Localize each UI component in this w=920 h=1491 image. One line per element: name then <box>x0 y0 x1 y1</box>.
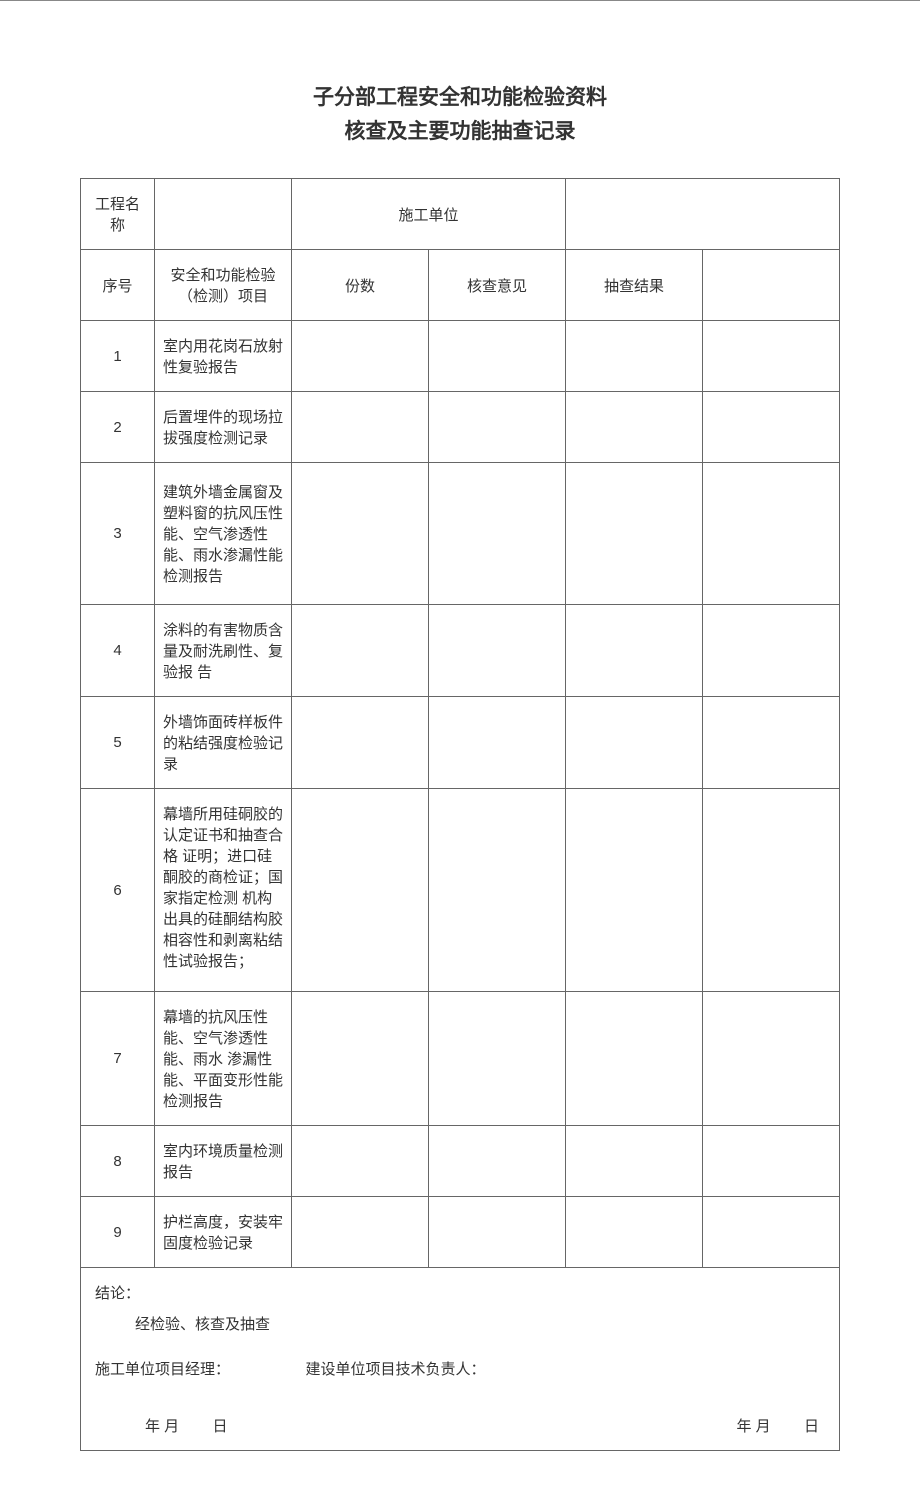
row-result <box>566 1126 703 1197</box>
title-line-1: 子分部工程安全和功能检验资料 <box>313 86 607 109</box>
row-review <box>429 992 566 1126</box>
date-d: 日 <box>213 1418 228 1435</box>
inspection-table: 工程名称 施工单位 序号 安全和功能检验（检测）项目 份数 核查意见 抽查结果 … <box>80 178 840 1451</box>
project-name-value <box>155 179 292 250</box>
row-seq: 6 <box>81 789 155 992</box>
row-review <box>429 321 566 392</box>
row-seq: 2 <box>81 392 155 463</box>
row-seq: 9 <box>81 1197 155 1268</box>
row-result <box>566 321 703 392</box>
row-extra <box>703 1126 840 1197</box>
row-review <box>429 605 566 697</box>
row-item: 幕墙所用硅硐胶的认定证书和抽查合格 证明；进口硅酮胶的商检证；国家指定检测 机构… <box>155 789 292 992</box>
row-result <box>566 992 703 1126</box>
row-copies <box>292 1197 429 1268</box>
row-copies <box>292 605 429 697</box>
header-extra <box>703 250 840 321</box>
header-result: 抽查结果 <box>566 250 703 321</box>
header-seq: 序号 <box>81 250 155 321</box>
header-review: 核查意见 <box>429 250 566 321</box>
date-ym: 年 月 <box>736 1418 770 1435</box>
signature-row: 施工单位项目经理： 年 月 日 建设单位项目技术负责人： 年 月 日 <box>81 1344 840 1451</box>
row-seq: 4 <box>81 605 155 697</box>
row-extra <box>703 697 840 789</box>
table-row: 1 室内用花岗石放射性复验报告 <box>81 321 840 392</box>
row-review <box>429 463 566 605</box>
tech-lead-signature-label: 建设单位项目技术负责人： <box>306 1358 826 1379</box>
row-seq: 7 <box>81 992 155 1126</box>
pm-signature-label: 施工单位项目经理： <box>95 1358 278 1379</box>
table-row: 2 后置埋件的现场拉拔强度检测记录 <box>81 392 840 463</box>
row-copies <box>292 992 429 1126</box>
date-ym: 年 月 <box>145 1418 179 1435</box>
row-review <box>429 697 566 789</box>
conclusion-text: 经检验、核查及抽查 <box>95 1313 825 1334</box>
table-row: 7 幕墙的抗风压性能、空气渗透性能、雨水 渗漏性能、平面变形性能检测报告 <box>81 992 840 1126</box>
title-line-2: 核查及主要功能抽查记录 <box>345 120 576 143</box>
date-d: 日 <box>804 1418 819 1435</box>
header-copies: 份数 <box>292 250 429 321</box>
row-result <box>566 1197 703 1268</box>
row-result <box>566 697 703 789</box>
construction-unit-value <box>566 179 840 250</box>
row-copies <box>292 1126 429 1197</box>
row-seq: 8 <box>81 1126 155 1197</box>
row-result <box>566 392 703 463</box>
row-item: 涂料的有害物质含量及耐洗刷性、复验报 告 <box>155 605 292 697</box>
row-copies <box>292 321 429 392</box>
table-row: 5 外墙饰面砖样板件的粘结强度检验记录 <box>81 697 840 789</box>
row-extra <box>703 789 840 992</box>
row-seq: 3 <box>81 463 155 605</box>
row-extra <box>703 392 840 463</box>
conclusion-row: 结论： 经检验、核查及抽查 <box>81 1268 840 1345</box>
conclusion-label: 结论： <box>95 1282 825 1303</box>
row-review <box>429 1197 566 1268</box>
row-extra <box>703 463 840 605</box>
row-extra <box>703 1197 840 1268</box>
row-item: 护栏高度，安装牢固度检验记录 <box>155 1197 292 1268</box>
row-extra <box>703 605 840 697</box>
construction-unit-label: 施工单位 <box>292 179 566 250</box>
header-item: 安全和功能检验（检测）项目 <box>155 250 292 321</box>
row-extra <box>703 321 840 392</box>
column-header-row: 序号 安全和功能检验（检测）项目 份数 核查意见 抽查结果 <box>81 250 840 321</box>
page-title: 子分部工程安全和功能检验资料 核查及主要功能抽查记录 <box>80 81 840 148</box>
table-row: 8 室内环境质量检测报告 <box>81 1126 840 1197</box>
row-item: 室内环境质量检测报告 <box>155 1126 292 1197</box>
row-copies <box>292 463 429 605</box>
row-seq: 1 <box>81 321 155 392</box>
project-info-row: 工程名称 施工单位 <box>81 179 840 250</box>
row-seq: 5 <box>81 697 155 789</box>
row-review <box>429 392 566 463</box>
row-item: 室内用花岗石放射性复验报告 <box>155 321 292 392</box>
project-name-label: 工程名称 <box>81 179 155 250</box>
row-item: 外墙饰面砖样板件的粘结强度检验记录 <box>155 697 292 789</box>
row-item: 建筑外墙金属窗及塑料窗的抗风压性能、空气渗透性能、雨水渗漏性能检测报告 <box>155 463 292 605</box>
table-row: 6 幕墙所用硅硐胶的认定证书和抽查合格 证明；进口硅酮胶的商检证；国家指定检测 … <box>81 789 840 992</box>
row-result <box>566 605 703 697</box>
table-row: 4 涂料的有害物质含量及耐洗刷性、复验报 告 <box>81 605 840 697</box>
table-row: 9 护栏高度，安装牢固度检验记录 <box>81 1197 840 1268</box>
row-item: 幕墙的抗风压性能、空气渗透性能、雨水 渗漏性能、平面变形性能检测报告 <box>155 992 292 1126</box>
row-copies <box>292 697 429 789</box>
row-result <box>566 789 703 992</box>
row-item: 后置埋件的现场拉拔强度检测记录 <box>155 392 292 463</box>
row-extra <box>703 992 840 1126</box>
row-copies <box>292 392 429 463</box>
row-review <box>429 1126 566 1197</box>
row-review <box>429 789 566 992</box>
row-copies <box>292 789 429 992</box>
table-row: 3 建筑外墙金属窗及塑料窗的抗风压性能、空气渗透性能、雨水渗漏性能检测报告 <box>81 463 840 605</box>
row-result <box>566 463 703 605</box>
